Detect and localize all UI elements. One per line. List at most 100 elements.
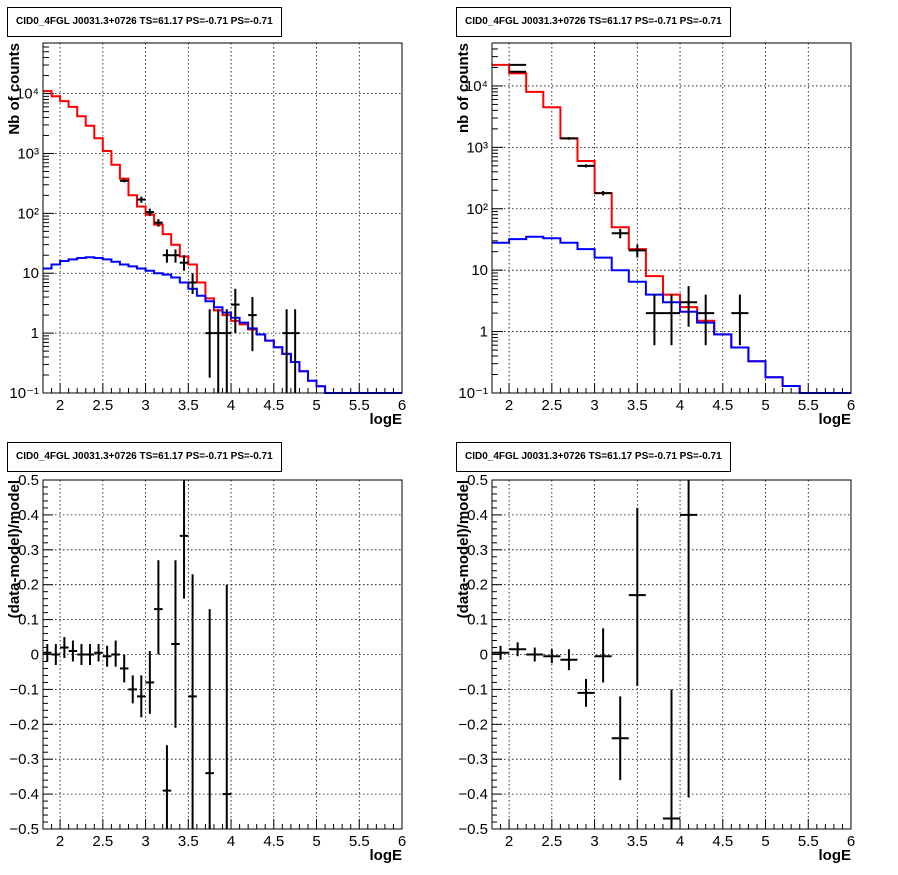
- y-tick-label: 10²: [17, 205, 39, 222]
- x-tick-label: 3.5: [627, 833, 648, 850]
- x-tick-label: 3: [141, 833, 149, 850]
- data-point: [119, 654, 129, 683]
- y-tick-label: 0.1: [18, 612, 39, 629]
- plot-frame: [42, 42, 403, 394]
- data-point: [171, 249, 180, 263]
- data-point: [60, 637, 69, 658]
- y-axis-label: (data-model)/model: [6, 480, 23, 618]
- data-point: [577, 678, 595, 707]
- y-tick-label: 10⁻¹: [458, 385, 488, 402]
- data-point: [594, 628, 612, 683]
- x-axis-label: logE: [370, 411, 403, 428]
- x-tick-label: 2.5: [92, 397, 113, 414]
- y-tick-label: 10: [471, 262, 488, 279]
- panel-title: CID0_4FGL J0031.3+0726 TS=61.17 PS=-0.71…: [7, 7, 282, 37]
- chart-panel: 2 2.5 3 3.5 4 4.5 5 5.5 6 10⁻¹ 1 10 10² 10³ 10⁴ logE Nb …: [6, 42, 406, 428]
- data-point: [611, 696, 629, 781]
- y-tick-label: 1: [31, 325, 39, 342]
- x-tick-label: 5.5: [349, 833, 370, 850]
- data-point: [111, 640, 120, 667]
- y-tick-label: 0.3: [18, 542, 39, 559]
- data-point: [145, 208, 155, 217]
- y-tick-label: 0.4: [18, 507, 39, 524]
- y-tick-label: −0.2: [9, 716, 39, 733]
- data-point: [509, 63, 527, 66]
- x-tick-label: 5: [312, 397, 320, 414]
- y-tick-label: 10⁴: [16, 86, 39, 103]
- chart-panel: 2 2.5 3 3.5 4 4.5 5 5.5 6 −0.5 −0.4 −0.3 −0.2 −0.1 0 0.…: [6, 472, 406, 864]
- data-point: [43, 644, 52, 662]
- y-tick-label: 0: [480, 647, 488, 664]
- panel-title: CID0_4FGL J0031.3+0726 TS=61.17 PS=-0.71…: [456, 442, 731, 472]
- data-point: [171, 560, 180, 728]
- chart-panel: 2 2.5 3 3.5 4 4.5 5 5.5 6 10⁻¹ 1 10 10² 10³ 10⁴ logE nb …: [455, 42, 855, 428]
- x-tick-label: 4: [676, 397, 684, 414]
- data-point: [731, 294, 749, 346]
- y-tick-label: −0.3: [9, 751, 39, 768]
- chart-panel: 2 2.5 3 3.5 4 4.5 5 5.5 6 −0.5 −0.4 −0.3 −0.2 −0.1 0 0.…: [455, 472, 855, 864]
- data-point: [282, 309, 291, 393]
- data-point: [662, 689, 681, 829]
- y-tick-label: 10⁴: [465, 78, 488, 95]
- model-histogram-line: [492, 235, 851, 394]
- x-tick-label: 3.5: [178, 397, 199, 414]
- data-point: [526, 647, 544, 662]
- y-tick-label: 0.1: [467, 612, 488, 629]
- data-point: [154, 560, 163, 655]
- x-tick-label: 2: [505, 833, 513, 850]
- x-tick-label: 3.5: [178, 833, 199, 850]
- x-tick-label: 3: [590, 397, 598, 414]
- x-tick-label: 6: [398, 397, 406, 414]
- data-point: [213, 309, 223, 393]
- model-histogram-line: [43, 256, 402, 394]
- x-tick-label: 2: [56, 833, 64, 850]
- x-tick-label: 2: [56, 397, 64, 414]
- x-tick-label: 4.5: [263, 833, 284, 850]
- x-tick-label: 6: [847, 833, 855, 850]
- data-point: [188, 574, 197, 829]
- data-point: [162, 745, 172, 829]
- x-axis-label: logE: [819, 847, 852, 864]
- y-tick-label: −0.3: [458, 751, 488, 768]
- data-point: [492, 645, 510, 660]
- y-tick-label: 0.3: [467, 542, 488, 559]
- x-tick-label: 2.5: [92, 833, 113, 850]
- y-tick-label: −0.4: [9, 786, 39, 803]
- data-point: [628, 244, 646, 258]
- data-point: [222, 584, 232, 829]
- data-point: [560, 649, 578, 671]
- data-point: [248, 297, 257, 352]
- y-tick-label: 1: [480, 324, 488, 341]
- x-tick-label: 5.5: [798, 397, 819, 414]
- x-tick-label: 4.5: [712, 397, 733, 414]
- y-axis-label: (data-model)/model: [455, 480, 472, 618]
- data-point: [662, 294, 681, 346]
- model-histogram-line: [43, 90, 402, 394]
- y-tick-label: −0.4: [458, 786, 488, 803]
- y-tick-label: −0.5: [458, 821, 488, 838]
- data-point: [645, 294, 663, 346]
- x-tick-label: 5: [761, 397, 769, 414]
- x-tick-label: 6: [847, 397, 855, 414]
- data-point: [697, 294, 715, 346]
- data-point: [290, 309, 300, 393]
- y-tick-label: 10: [22, 265, 39, 282]
- x-tick-label: 5: [761, 833, 769, 850]
- data-point: [188, 273, 197, 295]
- data-point: [128, 675, 138, 704]
- data-point: [509, 70, 527, 73]
- x-tick-label: 5.5: [349, 397, 370, 414]
- y-tick-label: 0.4: [467, 507, 488, 524]
- y-tick-label: 0: [31, 647, 39, 664]
- y-tick-label: −0.2: [458, 716, 488, 733]
- x-tick-label: 3: [141, 397, 149, 414]
- y-axis-label: nb of counts: [455, 43, 472, 133]
- x-tick-label: 2.5: [541, 397, 562, 414]
- data-point: [231, 288, 240, 334]
- data-point: [611, 228, 629, 239]
- plot-frame: [42, 479, 403, 830]
- x-tick-label: 4: [227, 833, 235, 850]
- data-point: [68, 640, 78, 662]
- panel-title: CID0_4FGL J0031.3+0726 TS=61.17 PS=-0.71…: [7, 442, 282, 472]
- data-point: [162, 249, 172, 263]
